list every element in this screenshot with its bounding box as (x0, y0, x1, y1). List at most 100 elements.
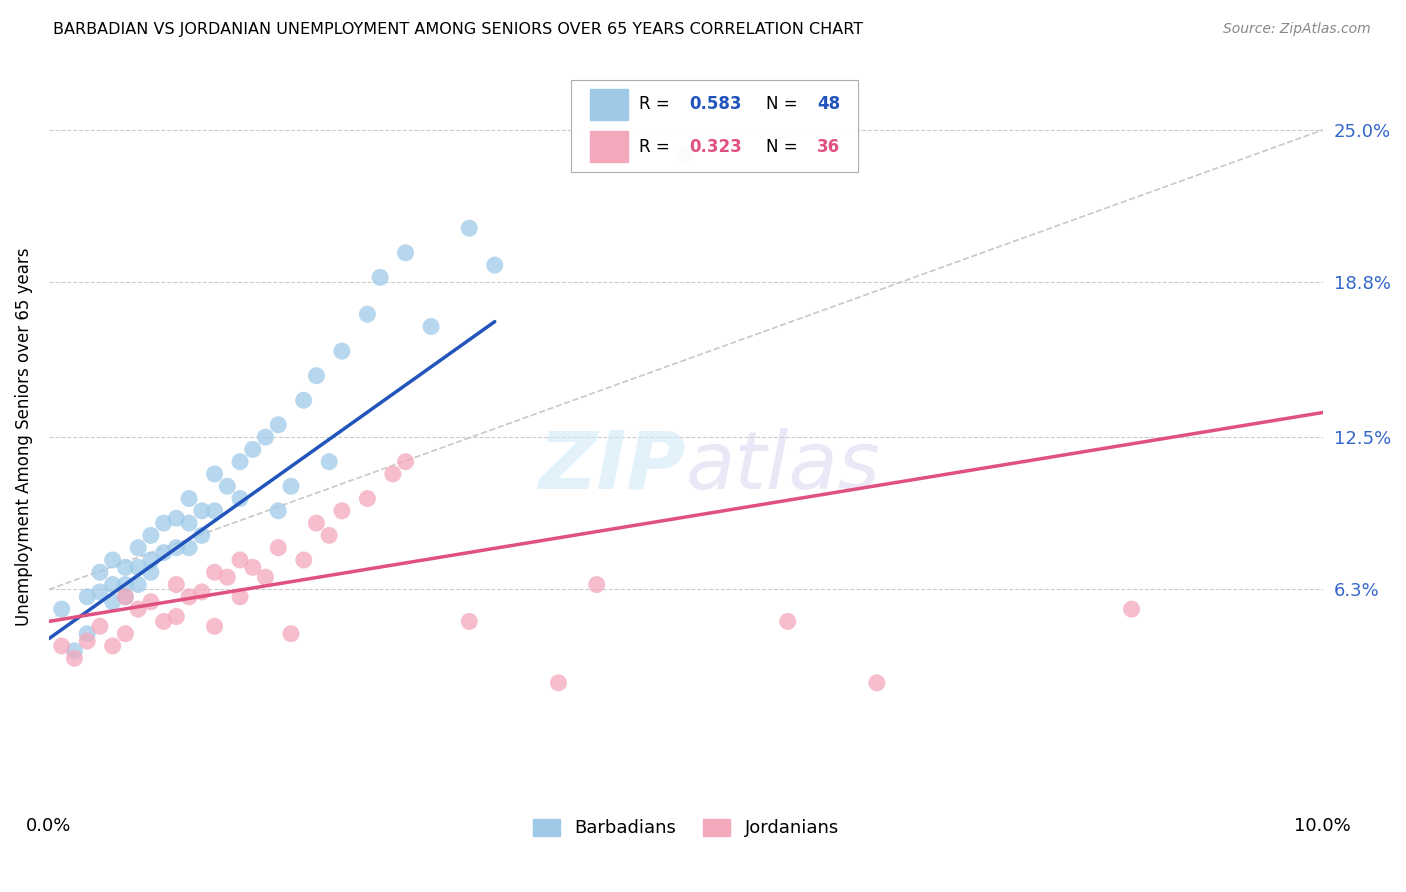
Text: N =: N = (766, 138, 803, 156)
Barbadians (394, 245, 416, 260)
Jordanians (458, 615, 481, 629)
Barbadians (89, 566, 111, 580)
Barbadians (254, 430, 277, 444)
Barbadians (191, 528, 214, 542)
Barbadians (152, 516, 174, 530)
Barbadians (267, 417, 290, 432)
Barbadians (127, 541, 149, 555)
Jordanians (318, 528, 340, 542)
Jordanians (63, 651, 86, 665)
Jordanians (101, 639, 124, 653)
Barbadians (484, 258, 506, 272)
Text: BARBADIAN VS JORDANIAN UNEMPLOYMENT AMONG SENIORS OVER 65 YEARS CORRELATION CHAR: BARBADIAN VS JORDANIAN UNEMPLOYMENT AMON… (53, 22, 863, 37)
Legend: Barbadians, Jordanians: Barbadians, Jordanians (526, 812, 846, 845)
Barbadians (368, 270, 391, 285)
Jordanians (1121, 602, 1143, 616)
Barbadians (356, 307, 378, 321)
Jordanians (89, 619, 111, 633)
Jordanians (139, 595, 162, 609)
Barbadians (51, 602, 73, 616)
Text: R =: R = (638, 95, 675, 113)
Jordanians (292, 553, 315, 567)
Jordanians (217, 570, 239, 584)
Jordanians (267, 541, 290, 555)
Barbadians (76, 626, 98, 640)
Barbadians (242, 442, 264, 457)
Text: N =: N = (766, 95, 803, 113)
Barbadians (114, 560, 136, 574)
Jordanians (547, 676, 569, 690)
Text: R =: R = (638, 138, 675, 156)
Barbadians (458, 221, 481, 235)
Text: 48: 48 (817, 95, 841, 113)
Barbadians (229, 491, 252, 506)
Jordanians (229, 590, 252, 604)
Barbadians (101, 595, 124, 609)
Text: 0.583: 0.583 (689, 95, 742, 113)
Text: Source: ZipAtlas.com: Source: ZipAtlas.com (1223, 22, 1371, 37)
Barbadians (139, 566, 162, 580)
Jordanians (229, 553, 252, 567)
Barbadians (177, 491, 200, 506)
Jordanians (381, 467, 404, 481)
Jordanians (242, 560, 264, 574)
Y-axis label: Unemployment Among Seniors over 65 years: Unemployment Among Seniors over 65 years (15, 248, 32, 626)
Jordanians (165, 609, 187, 624)
Jordanians (330, 504, 353, 518)
Jordanians (280, 626, 302, 640)
Barbadians (204, 504, 226, 518)
Barbadians (114, 577, 136, 591)
Jordanians (356, 491, 378, 506)
Jordanians (394, 455, 416, 469)
Jordanians (305, 516, 328, 530)
Barbadians (89, 585, 111, 599)
Barbadians (165, 511, 187, 525)
Barbadians (152, 546, 174, 560)
Jordanians (254, 570, 277, 584)
Barbadians (292, 393, 315, 408)
Bar (591, 131, 628, 162)
Barbadians (217, 479, 239, 493)
Jordanians (204, 619, 226, 633)
Jordanians (177, 590, 200, 604)
Text: ZIP: ZIP (538, 427, 686, 506)
Barbadians (675, 147, 697, 161)
Barbadians (101, 553, 124, 567)
Barbadians (420, 319, 443, 334)
Jordanians (51, 639, 73, 653)
Barbadians (204, 467, 226, 481)
Barbadians (76, 590, 98, 604)
Bar (591, 89, 628, 120)
Jordanians (204, 566, 226, 580)
Barbadians (229, 455, 252, 469)
Barbadians (63, 644, 86, 658)
Text: 0.323: 0.323 (689, 138, 742, 156)
FancyBboxPatch shape (571, 79, 858, 172)
Jordanians (127, 602, 149, 616)
Jordanians (585, 577, 607, 591)
Barbadians (330, 344, 353, 359)
Barbadians (114, 590, 136, 604)
Jordanians (191, 585, 214, 599)
Barbadians (280, 479, 302, 493)
Text: 36: 36 (817, 138, 841, 156)
Text: atlas: atlas (686, 427, 880, 506)
Barbadians (191, 504, 214, 518)
Barbadians (101, 577, 124, 591)
Jordanians (152, 615, 174, 629)
Jordanians (76, 634, 98, 648)
Barbadians (139, 553, 162, 567)
Barbadians (305, 368, 328, 383)
Jordanians (776, 615, 799, 629)
Barbadians (127, 577, 149, 591)
Barbadians (127, 560, 149, 574)
Jordanians (165, 577, 187, 591)
Jordanians (114, 590, 136, 604)
Jordanians (866, 676, 889, 690)
Barbadians (177, 541, 200, 555)
Jordanians (114, 626, 136, 640)
Barbadians (267, 504, 290, 518)
Barbadians (177, 516, 200, 530)
Barbadians (139, 528, 162, 542)
Barbadians (318, 455, 340, 469)
